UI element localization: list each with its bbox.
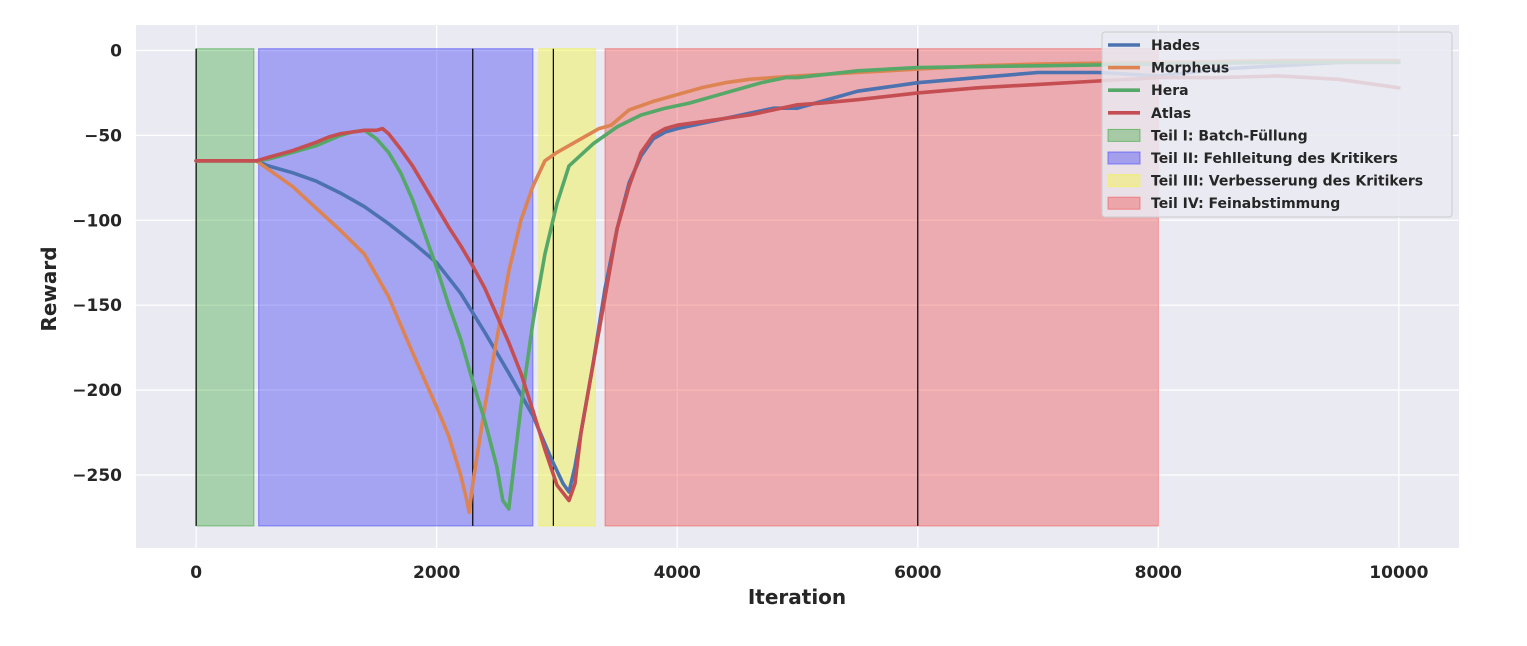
y-tick-label: 0	[110, 41, 122, 61]
series-lines	[194, 58, 1401, 515]
legend-label: Atlas	[1151, 106, 1191, 122]
legend-swatch-region-5	[1107, 151, 1141, 165]
y-tick-label: −100	[72, 211, 122, 231]
legend-label: Hades	[1151, 38, 1200, 54]
legend-box	[1101, 31, 1453, 218]
y-tick-label: −250	[72, 466, 122, 486]
phase-regions	[195, 48, 1159, 527]
legend-label: Teil III: Verbesserung des Kritikers	[1151, 174, 1423, 190]
y-axis-label: Reward	[37, 246, 61, 331]
legend-label: Morpheus	[1151, 61, 1229, 77]
y-tick-labels: 0 −50 −100 −150 −200 −250	[72, 41, 122, 486]
x-tick-label: 0	[190, 563, 202, 583]
legend-label: Teil I: Batch-Füllung	[1151, 128, 1308, 144]
legend-label: Teil II: Fehlleitung des Kritikers	[1151, 151, 1398, 167]
phase-region-4	[604, 48, 1159, 527]
vertical-markers	[195, 48, 919, 526]
x-tick-label: 8000	[1135, 563, 1182, 583]
y-tick-label: −200	[72, 381, 122, 401]
x-tick-label: 6000	[894, 563, 941, 583]
legend-swatch-region-6	[1107, 174, 1141, 188]
y-tick-label: −50	[84, 126, 122, 146]
legend-swatch-region-4	[1107, 128, 1141, 142]
x-tick-label: 10000	[1369, 563, 1428, 583]
legend-swatch-region-7	[1107, 196, 1141, 210]
series-line-atlas	[194, 74, 1401, 503]
x-tick-labels: 0 2000 4000 6000 8000 10000	[190, 563, 1428, 583]
x-axis-label: Iteration	[748, 585, 846, 609]
legend-label: Teil IV: Feinabstimmung	[1151, 196, 1340, 212]
phase-region-2	[258, 48, 534, 527]
phase-region-1	[195, 48, 255, 527]
phase-region-3	[538, 48, 596, 527]
x-tick-label: 2000	[413, 563, 460, 583]
legend: Hades Morpheus Hera Atlas Teil I: Batch-Füll…	[1101, 31, 1453, 218]
x-tick-label: 4000	[654, 563, 701, 583]
y-tick-label: −150	[72, 296, 122, 316]
legend-label: Hera	[1151, 83, 1189, 99]
